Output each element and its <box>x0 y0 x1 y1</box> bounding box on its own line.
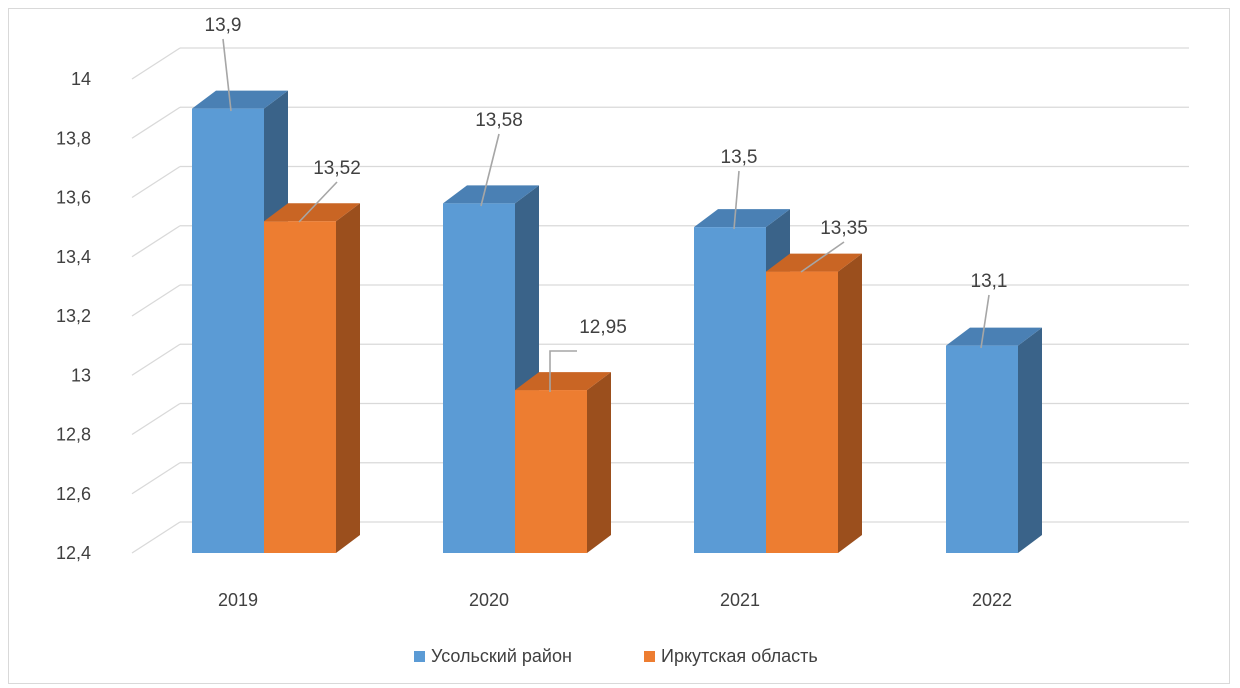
legend-label: Иркутская область <box>661 646 818 666</box>
chart-svg: 12,4 12,6 12,8 13 13,2 13,4 13,6 13,8 14 13,9 13,5… <box>56 15 1189 666</box>
y-tick-label: 13 <box>71 365 91 385</box>
gridline-side <box>131 462 181 495</box>
y-tick-label: 12,4 <box>56 543 91 563</box>
bar <box>694 227 766 553</box>
y-tick-label: 13,8 <box>56 128 91 148</box>
bar <box>264 221 336 553</box>
leader-line <box>549 350 577 392</box>
leader-line <box>480 133 500 207</box>
data-label: 13,58 <box>475 110 523 131</box>
data-label: 13,52 <box>313 158 361 179</box>
legend-swatch <box>414 651 425 662</box>
bar <box>515 390 587 553</box>
bar-top <box>515 372 611 391</box>
gridline-side <box>131 165 181 199</box>
bar <box>946 345 1018 553</box>
legend-label: Усольский район <box>431 646 572 666</box>
leader-line <box>298 181 338 223</box>
legend-swatch <box>644 651 655 662</box>
bar <box>443 203 515 554</box>
leader-line <box>222 38 232 112</box>
bar-top <box>264 203 360 222</box>
bar-top <box>946 327 1042 346</box>
leader-line <box>800 241 845 273</box>
gridline-side <box>131 521 181 554</box>
y-tick-label: 14 <box>71 69 91 89</box>
gridline-side <box>131 402 181 436</box>
data-label: 13,1 <box>971 271 1008 292</box>
data-label: 12,95 <box>579 317 627 338</box>
chart-frame: 12,4 12,6 12,8 13 13,2 13,4 13,6 13,8 14 13,9 13,5… <box>8 8 1230 684</box>
y-tick-label: 13,4 <box>56 247 91 267</box>
bar <box>192 108 264 553</box>
gridline-side <box>131 284 181 317</box>
bar <box>766 271 838 553</box>
bar-top <box>443 185 539 204</box>
bar-side <box>838 253 862 553</box>
x-tick-label: 2020 <box>469 590 509 610</box>
x-tick-label: 2021 <box>720 590 760 610</box>
leader-line <box>733 170 740 230</box>
leader-line <box>980 294 990 349</box>
bar-side <box>336 203 360 553</box>
y-tick-label: 13,2 <box>56 306 91 326</box>
y-tick-label: 13,6 <box>56 188 91 208</box>
y-tick-label: 12,8 <box>56 425 91 445</box>
x-tick-label: 2019 <box>218 590 258 610</box>
bar-side <box>587 372 611 553</box>
gridline-side <box>131 106 181 139</box>
bar-side <box>1018 327 1042 553</box>
gridline-side <box>131 47 181 80</box>
data-label: 13,5 <box>721 147 758 168</box>
gridline-side <box>131 225 181 258</box>
bar-top <box>694 209 790 228</box>
x-tick-label: 2022 <box>972 590 1012 610</box>
data-label: 13,35 <box>820 218 868 239</box>
data-label: 13,9 <box>205 15 242 36</box>
bar-top <box>192 90 288 109</box>
y-tick-label: 12,6 <box>56 484 91 504</box>
gridline-side <box>131 343 181 376</box>
